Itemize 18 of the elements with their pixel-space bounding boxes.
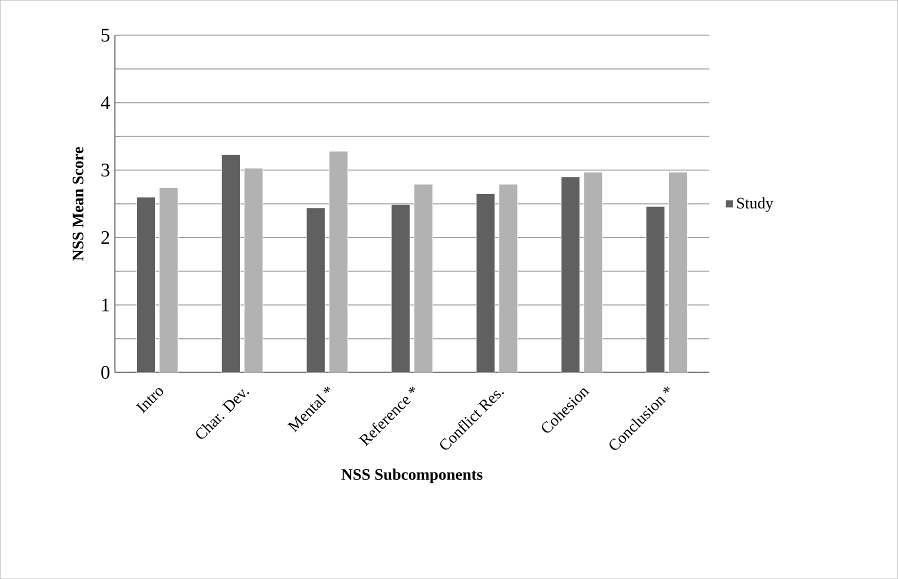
y-axis-title: NSS Mean Score [72, 146, 84, 261]
y-tick-label: 5 [102, 28, 110, 42]
y-tick-label: 4 [100, 96, 110, 109]
y-tick-label: 0 [101, 366, 110, 379]
y-tick-label: 3 [101, 164, 110, 176]
bar [306, 207, 326, 372]
bar [646, 206, 665, 372]
x-tick-label: Char. Dev. [196, 389, 250, 439]
bar [391, 204, 410, 372]
bar [476, 193, 496, 372]
y-tick-label: 2 [101, 231, 110, 244]
x-tick-label: Intro [136, 388, 164, 414]
bar [136, 196, 156, 372]
x-axis-title: NSS Subcomponents [341, 468, 482, 484]
legend-label: Study [737, 197, 774, 212]
y-tick-label: 1 [102, 298, 110, 312]
bar [560, 176, 580, 372]
bar [221, 154, 240, 372]
